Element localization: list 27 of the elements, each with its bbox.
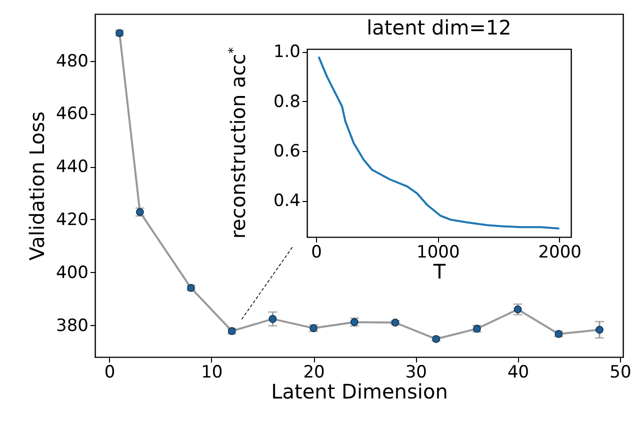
y-tick-label: 380 [56, 316, 88, 336]
x-axis-title: Latent Dimension [271, 380, 448, 404]
x-tick-label: 20 [303, 362, 325, 382]
y-tick-label: 0.8 [273, 92, 300, 112]
x-tick-label: 2000 [538, 242, 582, 262]
chart-title: latent dim=12 [366, 16, 512, 40]
y-tick-label: 0.4 [273, 191, 300, 212]
y-tick-label: 0.6 [273, 142, 300, 162]
x-tick-label: 10 [201, 362, 223, 382]
y-tick-label: 460 [56, 104, 88, 124]
y-tick-label: 1.0 [273, 42, 300, 62]
y-tick-label: 480 [56, 51, 88, 72]
y-axis-title: Validation Loss [25, 112, 50, 260]
x-tick-label: 0 [104, 362, 116, 382]
x-tick-label: 50 [610, 362, 632, 382]
line-series [318, 56, 560, 230]
point [268, 314, 277, 323]
x-tick-label: 40 [507, 362, 530, 382]
point [596, 326, 604, 334]
y-tick-label: 400 [56, 262, 88, 283]
x-tick-label: 0 [311, 242, 322, 262]
x-axis-title: T [432, 260, 446, 284]
y-tick-label: 420 [56, 210, 88, 230]
y-tick-label: 440 [56, 157, 88, 178]
point [514, 305, 522, 314]
x-tick-label: 1000 [416, 242, 460, 262]
x-tick-label: 30 [405, 362, 427, 382]
